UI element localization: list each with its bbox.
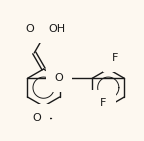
Text: F: F [100,98,107,108]
Text: O: O [55,73,64,83]
Text: O: O [25,24,34,34]
Text: F: F [112,53,118,63]
Text: OH: OH [49,24,66,34]
Text: O: O [32,113,41,123]
